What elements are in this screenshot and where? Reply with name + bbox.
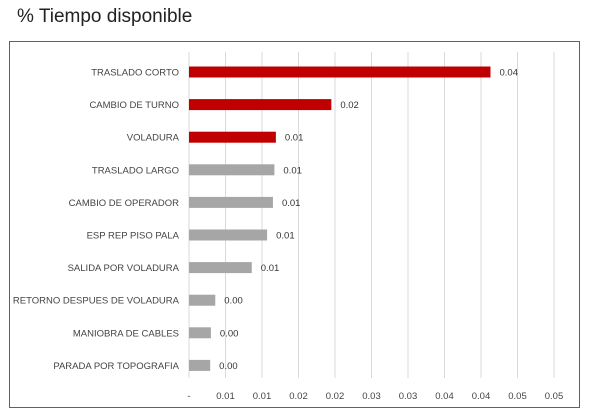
bar — [189, 360, 210, 371]
x-tick-label: 0.01 — [253, 391, 272, 402]
category-label: TRASLADO LARGO — [92, 165, 179, 176]
x-tick-label: 0.01 — [216, 391, 235, 402]
data-label: 0.00 — [219, 361, 238, 372]
data-label: 0.01 — [283, 165, 302, 176]
x-tick-label: 0.05 — [545, 391, 564, 402]
bar-chart: TRASLADO CORTO CAMBIO DE TURNO VOLADURA TRA… — [10, 42, 579, 407]
x-tick-label: 0.05 — [508, 391, 527, 402]
category-label: SALIDA POR VOLADURA — [68, 263, 180, 274]
x-axis-ticks: - 0.01 0.01 0.02 0.02 0.03 0.03 0.04 0.04 0.05 0.0… — [187, 391, 563, 402]
chart-frame: TRASLADO CORTO CAMBIO DE TURNO VOLADURA TRA… — [9, 41, 580, 408]
data-label: 0.02 — [340, 100, 359, 111]
category-label: VOLADURA — [127, 133, 180, 144]
category-label: TRASLADO CORTO — [91, 68, 179, 79]
category-label: RETORNO DESPUES DE VOLADURA — [13, 296, 180, 307]
x-tick-label: 0.04 — [472, 391, 491, 402]
page-title: % Tiempo disponible — [17, 6, 192, 28]
x-tick-label: 0.03 — [399, 391, 418, 402]
bars — [189, 67, 490, 371]
bar — [189, 99, 331, 110]
data-label: 0.01 — [261, 263, 280, 274]
data-label: 0.04 — [499, 68, 518, 79]
data-label: 0.01 — [276, 231, 295, 242]
data-label: 0.01 — [282, 198, 301, 209]
data-labels: 0.04 0.02 0.01 0.01 0.01 0.01 0.01 0.00 0.00 0.00 — [219, 68, 518, 372]
bar — [189, 327, 211, 338]
category-label: PARADA POR TOPOGRAFIA — [53, 361, 179, 372]
x-tick-label: 0.02 — [326, 391, 345, 402]
category-label: ESP REP PISO PALA — [87, 231, 180, 242]
data-label: 0.00 — [220, 328, 239, 339]
x-tick-label: 0.03 — [362, 391, 381, 402]
data-label: 0.01 — [285, 133, 304, 144]
bar — [189, 197, 273, 208]
category-label: CAMBIO DE TURNO — [89, 100, 179, 111]
bar — [189, 164, 274, 175]
data-label: 0.00 — [224, 296, 243, 307]
x-tick-label: 0.02 — [289, 391, 308, 402]
x-tick-label: 0.04 — [435, 391, 454, 402]
x-tick-label: - — [187, 391, 190, 402]
bar — [189, 295, 215, 306]
category-label: MANIOBRA DE CABLES — [73, 328, 179, 339]
bar — [189, 230, 267, 241]
bar — [189, 262, 252, 273]
category-label: CAMBIO DE OPERADOR — [69, 198, 179, 209]
bar — [189, 132, 276, 143]
bar — [189, 67, 490, 78]
category-labels: TRASLADO CORTO CAMBIO DE TURNO VOLADURA TRA… — [13, 68, 180, 372]
